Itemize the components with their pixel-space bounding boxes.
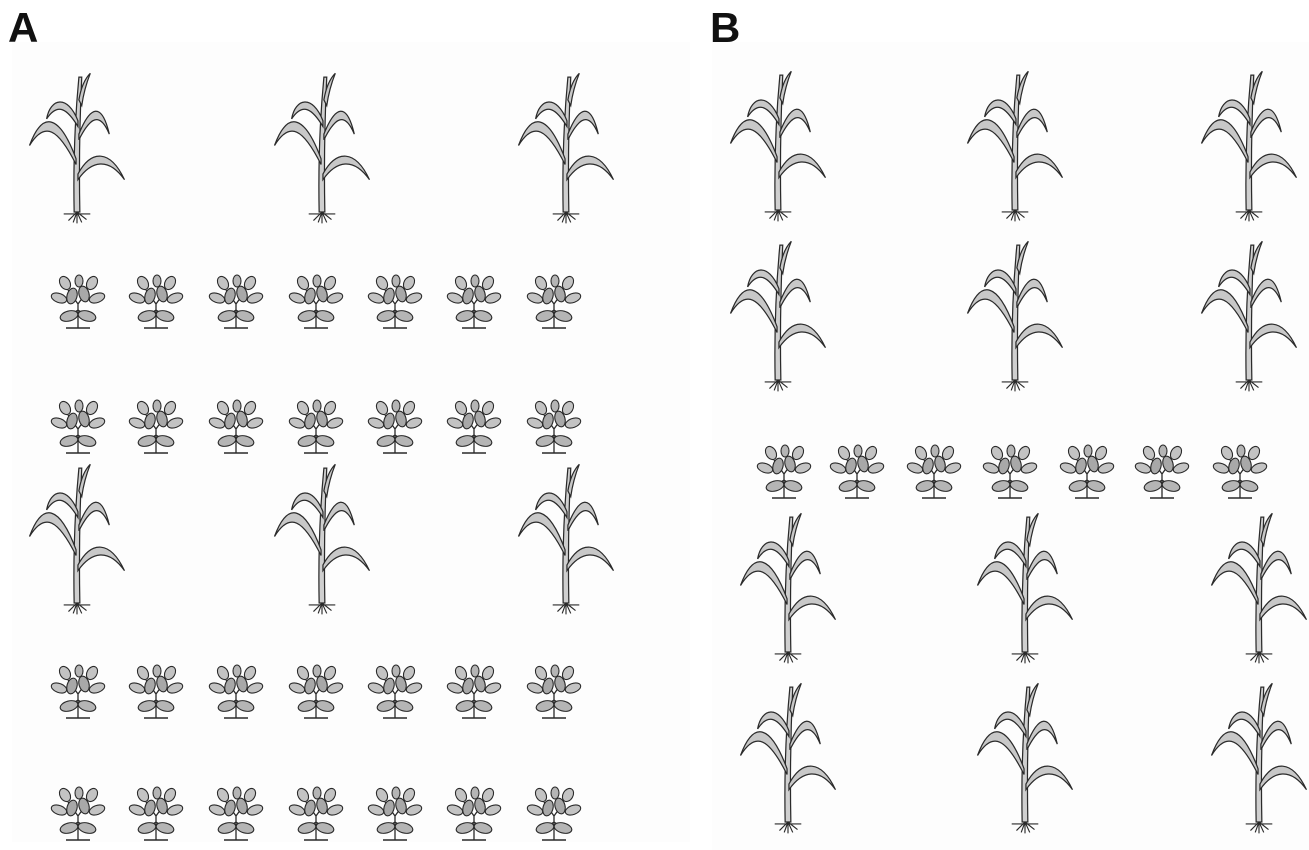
- maize-icon: [517, 72, 615, 225]
- legume-row: [49, 273, 583, 329]
- maize-row: [729, 70, 1298, 223]
- maize-icon: [739, 682, 837, 835]
- panel-b-label: B: [710, 4, 741, 51]
- legume-icon: [207, 785, 265, 841]
- legume-icon: [445, 273, 503, 329]
- legume-row: [49, 785, 583, 841]
- legume-icon: [49, 398, 107, 454]
- maize-icon: [1200, 240, 1298, 393]
- panel-a-label: A: [8, 4, 39, 51]
- legume-icon: [207, 398, 265, 454]
- legume-icon: [525, 785, 583, 841]
- maize-icon: [976, 682, 1074, 835]
- maize-icon: [273, 72, 371, 225]
- legume-row: [49, 398, 583, 454]
- legume-icon: [49, 273, 107, 329]
- legume-icon: [905, 443, 963, 499]
- legume-icon: [366, 398, 424, 454]
- panel-a-rows: [28, 72, 615, 841]
- legume-icon: [287, 663, 345, 719]
- legume-icon: [49, 785, 107, 841]
- maize-row: [739, 512, 1308, 665]
- legume-icon: [366, 273, 424, 329]
- legume-icon: [287, 273, 345, 329]
- legume-icon: [287, 398, 345, 454]
- legume-row: [49, 663, 583, 719]
- maize-icon: [28, 72, 126, 225]
- legume-row: [755, 443, 1269, 499]
- legume-icon: [1058, 443, 1116, 499]
- maize-icon: [729, 240, 827, 393]
- maize-icon: [729, 70, 827, 223]
- maize-icon: [739, 512, 837, 665]
- legume-icon: [755, 443, 813, 499]
- maize-row: [28, 463, 615, 616]
- maize-icon: [1210, 682, 1308, 835]
- maize-row: [729, 240, 1298, 393]
- legume-icon: [127, 398, 185, 454]
- legume-icon: [127, 663, 185, 719]
- legume-icon: [445, 398, 503, 454]
- legume-icon: [445, 785, 503, 841]
- panel-a-background: [12, 42, 690, 842]
- legume-icon: [287, 785, 345, 841]
- maize-icon: [966, 70, 1064, 223]
- maize-icon: [1210, 512, 1308, 665]
- legume-icon: [828, 443, 886, 499]
- legume-icon: [366, 785, 424, 841]
- legume-icon: [525, 398, 583, 454]
- legume-icon: [445, 663, 503, 719]
- maize-row: [739, 682, 1308, 835]
- legume-icon: [1211, 443, 1269, 499]
- legume-icon: [127, 273, 185, 329]
- maize-icon: [273, 463, 371, 616]
- maize-icon: [966, 240, 1064, 393]
- legume-icon: [207, 663, 265, 719]
- legume-icon: [207, 273, 265, 329]
- maize-icon: [28, 463, 126, 616]
- legume-icon: [981, 443, 1039, 499]
- legume-icon: [525, 663, 583, 719]
- maize-icon: [517, 463, 615, 616]
- legume-icon: [366, 663, 424, 719]
- legume-icon: [127, 785, 185, 841]
- maize-icon: [976, 512, 1074, 665]
- maize-icon: [1200, 70, 1298, 223]
- maize-row: [28, 72, 615, 225]
- legume-icon: [49, 663, 107, 719]
- panel-b-rows: [729, 70, 1308, 835]
- legume-icon: [525, 273, 583, 329]
- legume-icon: [1133, 443, 1191, 499]
